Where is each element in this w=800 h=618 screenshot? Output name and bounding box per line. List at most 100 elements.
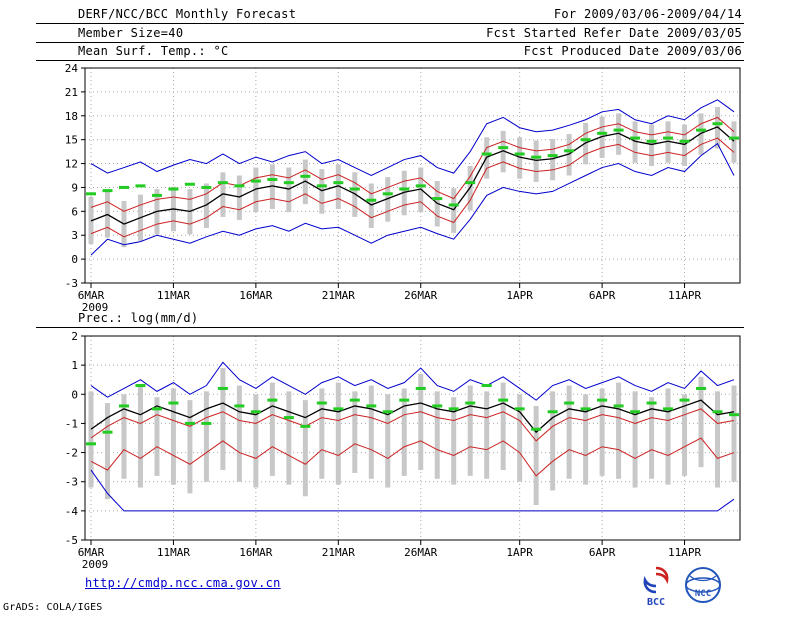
ensemble-spread-bar — [451, 397, 457, 485]
series-line-ensemble-max — [90, 361, 735, 401]
ensemble-spread-bar — [451, 188, 457, 233]
ensemble-spread-bar — [550, 391, 556, 491]
footer-logos: BCC NCC — [640, 564, 750, 608]
ensemble-spread-bar — [731, 385, 737, 482]
prec-panel-title: Prec.: log(mm/d) — [78, 311, 199, 325]
ensemble-spread-bar — [583, 394, 589, 485]
ensemble-spread-bar — [682, 394, 688, 476]
x-tick-label: 6APR — [589, 289, 616, 302]
ensemble-spread-bar — [236, 175, 242, 221]
bcc-logo: BCC — [643, 566, 669, 608]
ensemble-spread-bar — [731, 121, 737, 163]
ensemble-spread-bar — [533, 405, 539, 506]
ensemble-spread-bar — [154, 397, 160, 476]
ensemble-spread-bar — [517, 394, 523, 482]
ensemble-spread-bar — [121, 394, 127, 479]
ensemble-spread-bar — [253, 394, 259, 488]
series-line-ensemble-max — [90, 99, 735, 177]
ensemble-spread-bar — [682, 124, 688, 166]
ensemble-spread-bar — [236, 385, 242, 482]
forecast-range-label: For 2009/03/06-2009/04/14 — [553, 7, 742, 21]
ensemble-spread-bar — [616, 113, 622, 155]
ensemble-spread-bar — [253, 167, 259, 213]
ncc-logo-label: NCC — [695, 589, 711, 599]
ensemble-spread-bar — [500, 382, 506, 471]
series-line-ensemble-min — [90, 469, 735, 512]
ensemble-spread-bar — [665, 388, 671, 485]
produced-date-label: Fcst Produced Date 2009/03/06 — [523, 44, 742, 58]
x-tick-label: 21MAR — [322, 546, 355, 559]
bcc-logo-red-swirl — [655, 566, 669, 585]
ensemble-spread-bar — [286, 167, 292, 213]
ensemble-spread-bar — [286, 391, 292, 485]
x-tick-label: 1APR — [506, 289, 533, 302]
y-tick-label: 0 — [71, 388, 78, 401]
ncc-logo-orbit — [685, 577, 721, 593]
x-tick-label: 26MAR — [404, 289, 437, 302]
ensemble-spread-bar — [517, 137, 523, 179]
ensemble-spread-bar — [434, 391, 440, 479]
y-tick-label: -3 — [65, 277, 78, 290]
ensemble-spread-bar — [566, 385, 572, 479]
x-tick-label: 6MAR — [78, 289, 105, 302]
plot-border — [84, 67, 741, 284]
ensemble-spread-bar — [335, 382, 341, 485]
x-tick-label: 11APR — [668, 289, 701, 302]
refer-date-label: Fcst Started Refer Date 2009/03/05 — [486, 26, 742, 40]
ncc-logo-latitude-line — [689, 575, 717, 582]
ensemble-spread-bar — [550, 138, 556, 181]
ensemble-spread-bar — [665, 121, 671, 163]
y-tick-label: 18 — [65, 110, 78, 123]
x-tick-label: 1APR — [506, 546, 533, 559]
y-tick-label: 2 — [71, 330, 78, 343]
x-tick-label: 6APR — [589, 546, 616, 559]
ensemble-spread-bar — [203, 183, 209, 229]
series-line-upper-quartile — [90, 116, 735, 212]
site-url-link[interactable]: http://cmdp.ncc.cma.gov.cn — [85, 576, 281, 590]
ensemble-spread-bar — [269, 164, 275, 209]
ensemble-spread-bar — [616, 382, 622, 479]
ensemble-spread-bar — [698, 113, 704, 155]
x-tick-label: 26MAR — [404, 546, 437, 559]
series-line-upper-quartile — [90, 408, 735, 442]
x-tick-label: 21MAR — [322, 289, 355, 302]
series-line-ensemble-min — [90, 142, 735, 256]
plot-border — [84, 335, 741, 541]
member-size-label: Member Size=40 — [78, 26, 184, 40]
ensemble-spread-bar — [104, 403, 110, 500]
ensemble-spread-bar — [335, 164, 341, 209]
ensemble-spread-bar — [385, 394, 391, 488]
x-tick-label: 6MAR — [78, 546, 105, 559]
ensemble-spread-bar — [649, 124, 655, 166]
page-title: DERF/NCC/BCC Monthly Forecast — [78, 7, 297, 21]
ensemble-spread-bar — [187, 400, 193, 494]
ensemble-spread-bar — [533, 140, 539, 182]
header-row-3: Mean Surf. Temp.: °C Fcst Produced Date … — [36, 41, 744, 61]
ensemble-spread-bar — [500, 130, 506, 173]
series-line-ensemble-mean — [90, 126, 735, 225]
y-tick-label: 3 — [71, 229, 78, 242]
y-tick-label: -1 — [65, 417, 78, 430]
ensemble-spread-bar — [319, 169, 325, 214]
bcc-logo-blue-swirl — [643, 575, 657, 594]
header-row-2: Member Size=40 Fcst Started Refer Date 2… — [36, 23, 744, 43]
ensemble-spread-bar — [220, 368, 226, 471]
y-tick-label: -3 — [65, 476, 78, 489]
y-tick-label: 0 — [71, 253, 78, 266]
y-tick-label: 1 — [71, 359, 78, 372]
ensemble-spread-bar — [632, 121, 638, 163]
prec-title-row: Prec.: log(mm/d) — [36, 308, 744, 328]
y-tick-label: -2 — [65, 447, 78, 460]
x-tick-label: 11MAR — [157, 289, 190, 302]
x-tick-label: 16MAR — [239, 546, 272, 559]
ensemble-spread-bar — [385, 177, 391, 222]
y-tick-label: 24 — [65, 62, 79, 75]
x-tick-label: 11APR — [668, 546, 701, 559]
ensemble-spread-bar — [352, 391, 358, 473]
ensemble-spread-bar — [319, 388, 325, 479]
ensemble-spread-bar — [401, 170, 407, 216]
